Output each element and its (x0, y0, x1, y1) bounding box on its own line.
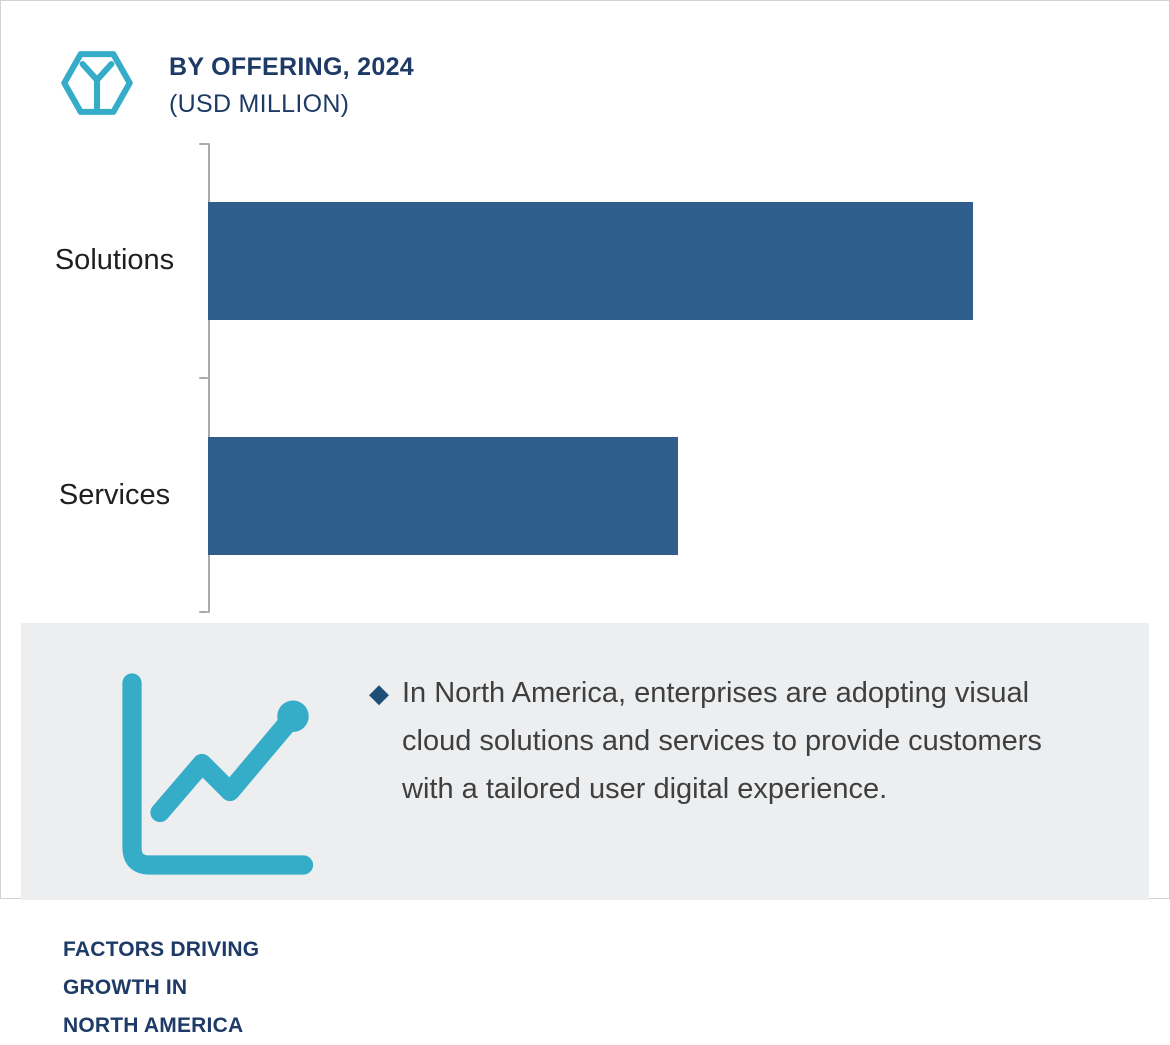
insight-bullet: ◆ In North America, enterprises are adop… (369, 669, 1099, 900)
category-axis (199, 143, 210, 613)
insight-panel-left: FACTORS DRIVING GROWTH IN NORTH AMERICA (63, 655, 369, 1037)
insight-panel: FACTORS DRIVING GROWTH IN NORTH AMERICA … (21, 623, 1149, 1037)
chart-row-services: Services (21, 378, 1169, 613)
category-label-services: Services (58, 479, 171, 511)
panel-heading-line1: FACTORS DRIVING (63, 938, 260, 961)
chart-row-solutions: Solutions (21, 143, 1169, 378)
plot-area-services (208, 436, 1169, 555)
chart-title: BY OFFERING, 2024 (USD MILLION) (169, 43, 414, 123)
bar-solutions (208, 201, 973, 320)
hexagon-y-logo-icon (59, 43, 135, 123)
line-chart-icon (63, 673, 369, 904)
category-label-solutions: Solutions (54, 244, 175, 276)
insight-text: In North America, enterprises are adopti… (402, 677, 1042, 805)
panel-heading: FACTORS DRIVING GROWTH IN NORTH AMERICA (63, 931, 369, 1045)
axis-tick (199, 611, 208, 613)
axis-tick (199, 377, 208, 379)
chart-title-line2: (USD MILLION) (169, 90, 350, 118)
chart-header: BY OFFERING, 2024 (USD MILLION) (1, 1, 1169, 123)
panel-heading-line2: GROWTH IN (63, 976, 188, 999)
diamond-bullet-icon: ◆ (369, 678, 389, 708)
plot-area-solutions (208, 201, 1169, 320)
panel-heading-line3: NORTH AMERICA (63, 1014, 244, 1037)
bar-services (208, 436, 678, 555)
chart-title-line1: BY OFFERING, 2024 (169, 53, 414, 81)
axis-tick (199, 143, 208, 145)
bar-chart: Solutions Services (21, 143, 1169, 613)
